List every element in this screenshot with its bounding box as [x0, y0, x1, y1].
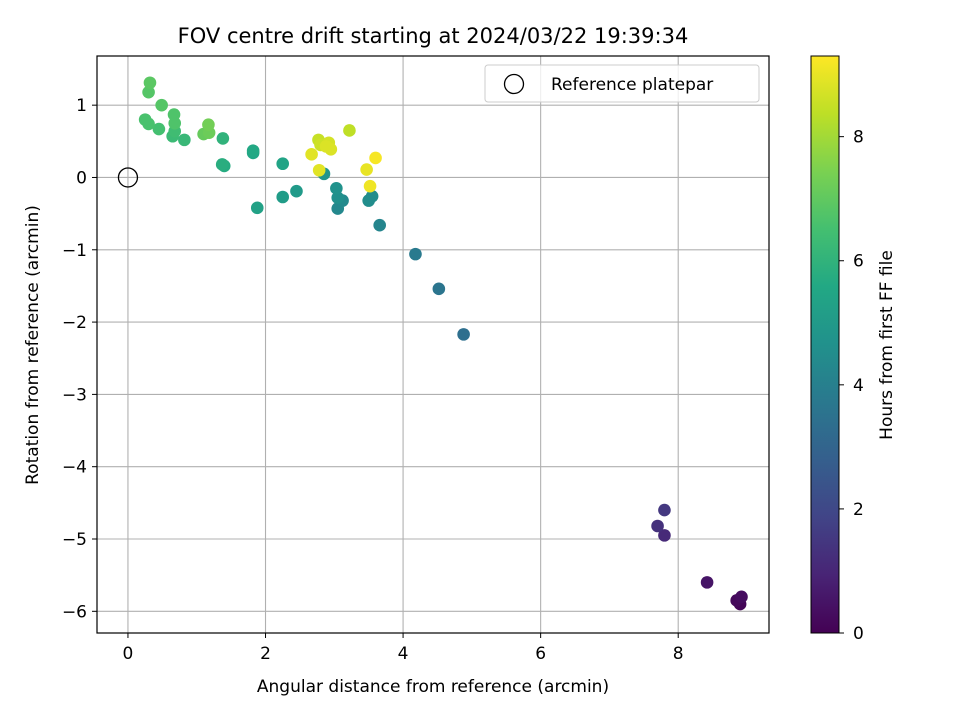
data-point-25 [215, 158, 229, 171]
data-point-19 [276, 190, 290, 204]
data-point-21 [276, 157, 290, 171]
data-point-20 [250, 201, 264, 215]
data-point-35 [155, 98, 168, 112]
y-tick-label: 0 [76, 168, 87, 188]
data-point-26 [216, 132, 230, 145]
data-point-30 [152, 122, 166, 136]
data-point-2 [735, 590, 748, 604]
data-point-36 [142, 85, 155, 99]
y-tick-label: −5 [62, 530, 87, 550]
x-axis-ticks: 0 2 4 6 8 [123, 633, 684, 664]
colorbar-tick-label: 6 [853, 252, 864, 272]
y-tick-label: 1 [76, 96, 87, 116]
data-point-14 [365, 189, 379, 203]
data-point-7 [457, 328, 470, 341]
data-point-49 [360, 163, 373, 176]
plot-frame [96, 55, 770, 634]
y-axis-ticks: 1 0 −1 −2 −3 −4 −5 −6 [62, 96, 97, 622]
data-point-32 [138, 113, 152, 126]
data-point-10 [373, 218, 386, 232]
x-tick-label: 2 [260, 644, 271, 664]
data-point-3 [700, 576, 714, 589]
colorbar [810, 55, 840, 634]
data-point-48 [312, 163, 326, 177]
y-tick-label: −4 [62, 458, 87, 478]
data-point-6 [658, 503, 671, 517]
legend-open-circle-marker [503, 73, 525, 95]
data-point-4 [658, 529, 671, 542]
colorbar-tick-label: 8 [853, 128, 864, 148]
data-points [117, 76, 748, 611]
data-point-37 [143, 76, 157, 90]
colorbar-ticks: 0 2 4 6 8 [839, 128, 864, 644]
legend-box [484, 64, 760, 103]
x-tick-label: 0 [123, 644, 134, 664]
data-point-51 [369, 151, 382, 165]
data-point-5 [651, 519, 664, 533]
legend: Reference platepar [484, 64, 760, 103]
x-tick-label: 6 [535, 644, 546, 664]
data-point-34 [167, 108, 181, 121]
data-point-23 [246, 144, 260, 158]
grid [97, 56, 769, 633]
data-point-40 [202, 118, 215, 131]
chart-title: FOV centre drift starting at 2024/03/22 … [178, 24, 689, 48]
data-point-18 [290, 184, 303, 198]
legend-label: Reference platepar [551, 75, 713, 95]
data-point-47 [305, 148, 318, 161]
data-point-50 [363, 179, 377, 193]
colorbar-tick-label: 2 [853, 500, 864, 520]
data-point-9 [409, 247, 422, 261]
x-tick-label: 4 [398, 644, 409, 664]
y-tick-label: −2 [62, 313, 87, 333]
data-point-15 [331, 191, 345, 205]
data-point-16 [330, 182, 343, 195]
colorbar-label: Hours from first FF file [877, 250, 897, 440]
data-point-46 [324, 142, 338, 156]
data-point-41 [343, 124, 356, 137]
reference-platepar-marker [117, 167, 139, 188]
data-point-27 [178, 133, 191, 147]
colorbar-tick-label: 4 [853, 376, 864, 396]
y-tick-label: −1 [62, 241, 87, 261]
data-point-8 [432, 282, 446, 296]
x-axis-label: Angular distance from reference (arcmin) [257, 677, 609, 697]
y-tick-label: −6 [62, 602, 87, 622]
y-axis-label: Rotation from reference (arcmin) [23, 205, 43, 485]
colorbar-tick-label: 0 [853, 624, 864, 644]
x-tick-label: 8 [673, 644, 684, 664]
y-tick-label: −3 [62, 385, 87, 405]
